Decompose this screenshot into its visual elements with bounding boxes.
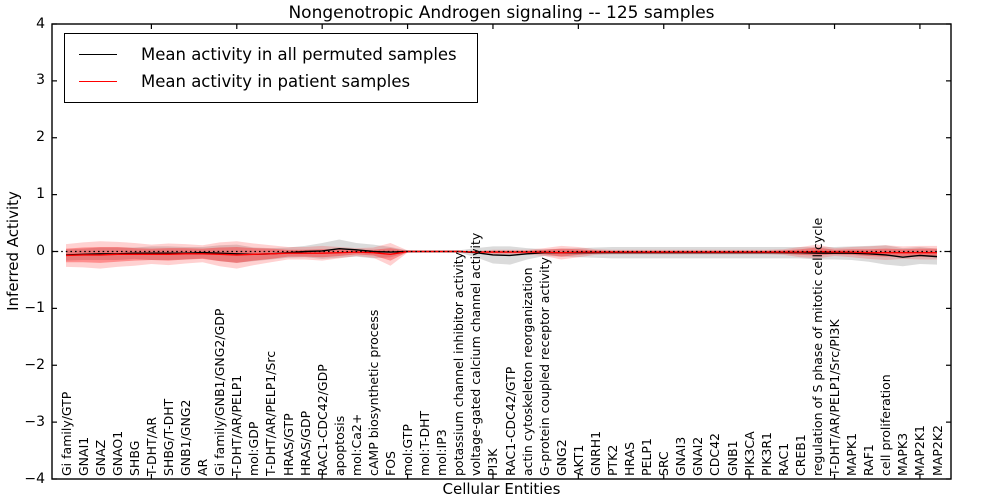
x-tick-label: SHBG xyxy=(126,440,142,476)
x-tick-label: GNAI3 xyxy=(673,436,689,476)
legend: Mean activity in all permuted samples Me… xyxy=(64,33,478,103)
x-tick-label: mol:GTP xyxy=(400,424,416,476)
x-tick-label: MAP2K1 xyxy=(912,425,928,476)
x-tick-label: cAMP biosynthetic process xyxy=(365,309,381,476)
permuted-line-icon xyxy=(79,54,117,55)
permuted-band xyxy=(66,239,937,267)
x-tick-label: HRAS xyxy=(622,441,638,476)
chart-title: Nongenotropic Androgen signaling -- 125 … xyxy=(288,3,715,23)
legend-item-patient: Mean activity in patient samples xyxy=(79,68,457,95)
legend-label-patient: Mean activity in patient samples xyxy=(141,72,411,91)
x-tick-label: GNAO1 xyxy=(109,430,125,476)
x-tick-label: PELP1 xyxy=(639,438,655,476)
legend-item-permuted: Mean activity in all permuted samples xyxy=(79,41,457,68)
patient-line-icon xyxy=(79,81,117,82)
x-tick-label: RAC1-CDC42/GTP xyxy=(502,366,518,476)
x-tick-label: SHBG/T-DHT xyxy=(160,398,176,476)
y-tick-label: −2 xyxy=(24,356,45,373)
x-tick-label: G-protein coupled receptor activity xyxy=(536,257,552,476)
x-tick-label: SRC xyxy=(656,451,672,476)
x-tick-label: PTK2 xyxy=(605,444,620,476)
legend-label-permuted: Mean activity in all permuted samples xyxy=(141,45,457,64)
x-tick-label: voltage-gated calcium channel activity xyxy=(468,232,484,476)
y-tick-label: 4 xyxy=(36,15,45,32)
x-tick-label: PIK3R1 xyxy=(758,431,774,476)
x-tick-label: cell proliferation xyxy=(878,374,894,476)
x-tick-label: GNAI2 xyxy=(690,436,706,476)
x-axis-label: Cellular Entities xyxy=(442,480,561,498)
x-tick-label: mol:GDP xyxy=(246,421,262,476)
x-tick-label: HRAS/GDP xyxy=(297,410,313,476)
x-tick-label: CDC42 xyxy=(707,433,723,476)
x-tick-label: GNAZ xyxy=(92,439,108,476)
x-tick-label: GNAI1 xyxy=(75,436,91,476)
y-tick-label: −4 xyxy=(24,470,45,487)
x-tick-label: mol:Ca2+ xyxy=(348,413,364,476)
x-tick-label: apoptosis xyxy=(331,415,347,476)
x-tick-label: GNB1/GNG2 xyxy=(178,399,194,476)
y-tick-label: 2 xyxy=(36,129,45,146)
x-tick-label: GNB1 xyxy=(724,440,740,476)
x-tick-label: mol:IP3 xyxy=(434,429,450,476)
x-tick-label: mol:T-DHT xyxy=(417,410,433,476)
x-tick-label: AKT1 xyxy=(570,444,586,476)
x-tick-label: PIK3CA xyxy=(741,431,757,476)
x-tick-label: GNG2 xyxy=(553,439,569,476)
patient-mean-line xyxy=(65,250,937,257)
x-tick-label: actin cytoskeleton reorganization xyxy=(519,267,535,476)
patient-band-outer xyxy=(66,241,937,269)
x-tick-label: T-DHT/AR/PELP1 xyxy=(229,374,245,476)
x-tick-label: PI3K xyxy=(485,448,501,476)
x-tick-label: HRAS/GTP xyxy=(280,413,296,476)
y-tick-label: −3 xyxy=(24,413,45,430)
x-tick-label: RAC1 xyxy=(775,442,791,476)
x-tick-label: regulation of S phase of mitotic cell cy… xyxy=(809,217,825,476)
x-tick-label: AR xyxy=(195,458,211,476)
x-tick-label: CREB1 xyxy=(792,434,808,476)
x-tick-label: FOS xyxy=(382,451,398,476)
x-tick-label: T-DHT/AR/PELP1/Src/PI3K xyxy=(827,319,843,476)
x-tick-label: T-DHT/AR xyxy=(143,416,159,476)
x-tick-label: Gi family/GNB1/GNG2/GDP xyxy=(212,308,228,476)
x-tick-label: T-DHT/AR/PELP1/Src xyxy=(263,350,279,476)
x-tick-label: potassium channel inhibitor activity xyxy=(451,251,467,476)
y-tick-label: 0 xyxy=(36,243,45,259)
y-tick-label: −1 xyxy=(24,299,45,316)
x-tick-label: Gi family/GTP xyxy=(58,391,74,476)
x-tick-label: RAC1-CDC42/GDP xyxy=(314,364,330,476)
y-tick-label: 1 xyxy=(36,186,45,203)
y-tick-label: 3 xyxy=(36,72,45,89)
x-tick-label: RAF1 xyxy=(861,444,877,476)
x-tick-label: MAPK1 xyxy=(844,432,860,476)
x-tick-label: GNRH1 xyxy=(587,430,603,476)
x-tick-label: MAPK3 xyxy=(895,432,911,476)
x-tick-label: MAP2K2 xyxy=(929,425,945,476)
